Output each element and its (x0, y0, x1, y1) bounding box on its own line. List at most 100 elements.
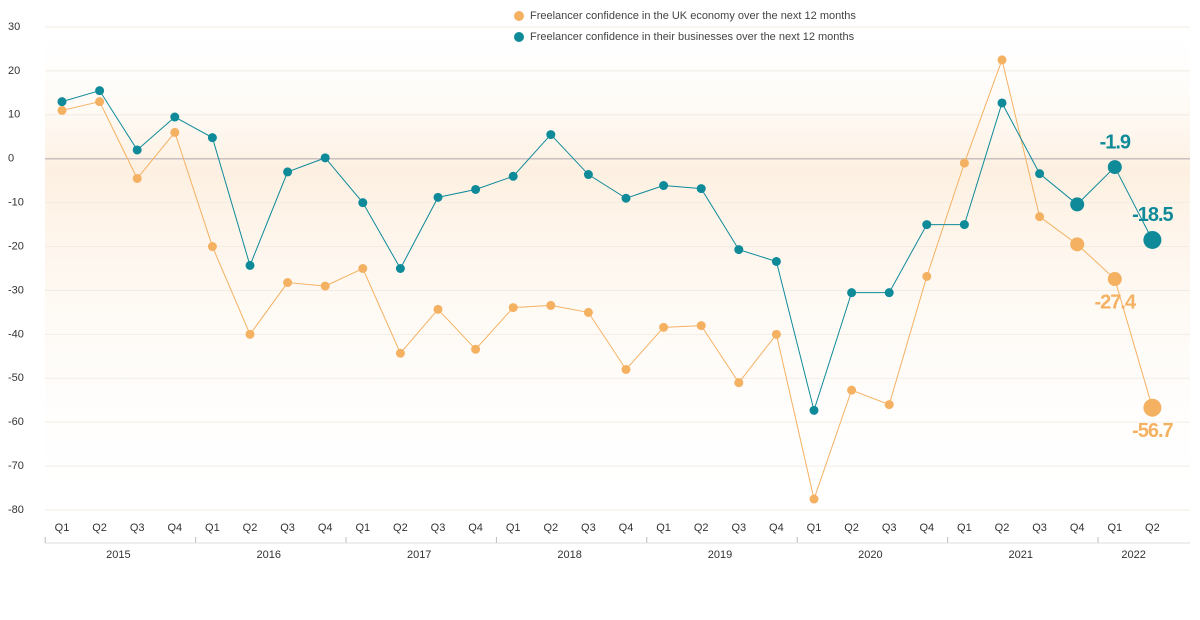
data-point (546, 130, 556, 140)
data-point (358, 264, 368, 273)
data-point (320, 281, 330, 291)
value-label: -18.5 (1132, 204, 1173, 226)
x-tick-label: Q2 (393, 522, 408, 534)
data-point (132, 145, 142, 155)
x-tick-label: Q2 (243, 522, 258, 534)
x-tick-label: Q2 (995, 522, 1010, 534)
data-point (809, 494, 819, 504)
x-tick-label: Q1 (1107, 522, 1122, 534)
data-point (997, 98, 1007, 108)
year-bracket (1097, 537, 1170, 544)
x-tick-label: Q1 (807, 522, 822, 534)
data-point (959, 158, 969, 168)
data-point (922, 271, 932, 281)
year-bracket (796, 537, 944, 544)
y-tick-label: -60 (8, 416, 24, 428)
series-line (61, 58, 1153, 501)
x-tick-label: Q1 (205, 522, 220, 534)
x-tick-label: Q3 (882, 522, 897, 534)
y-tick-label: -50 (8, 372, 24, 384)
data-point (245, 329, 255, 339)
year-bracket (947, 537, 1094, 544)
year-bracket (345, 537, 493, 544)
y-tick-label: -30 (8, 284, 24, 296)
year-label: 2019 (708, 549, 732, 561)
data-point (320, 153, 330, 163)
data-point (57, 97, 67, 107)
data-point (621, 364, 631, 374)
value-label: -1.9 (1100, 131, 1131, 153)
data-point (245, 260, 255, 270)
data-point (433, 304, 443, 314)
legend-marker (514, 32, 524, 42)
data-point (847, 385, 857, 395)
data-point (395, 348, 405, 358)
data-point (659, 322, 669, 332)
year-bracket (195, 537, 342, 544)
year-label: 2015 (106, 549, 130, 561)
x-tick-label: Q1 (355, 522, 370, 534)
x-tick-label: Q3 (130, 522, 145, 534)
year-label: 2018 (557, 549, 581, 561)
data-point (847, 288, 857, 298)
x-tick-label: Q3 (280, 522, 295, 534)
data-point (508, 171, 518, 181)
x-tick-label: Q2 (543, 522, 558, 534)
y-tick-label: -40 (8, 328, 24, 340)
year-label: 2017 (407, 549, 431, 561)
year-label: 2020 (858, 549, 882, 561)
y-tick-label: -10 (8, 197, 24, 209)
legend-label: Freelancer confidence in their businesse… (530, 31, 855, 43)
data-point (1070, 237, 1085, 252)
y-tick-label: -70 (8, 460, 24, 472)
data-point (1143, 398, 1162, 417)
x-tick-label: Q1 (506, 522, 521, 534)
data-point (884, 400, 894, 410)
x-tick-label: Q2 (1145, 522, 1160, 534)
x-tick-label: Q2 (92, 522, 107, 534)
data-point (621, 193, 631, 203)
x-tick-label: Q4 (468, 522, 483, 534)
x-tick-label: Q2 (844, 522, 859, 534)
series-line (61, 90, 1153, 413)
legend-marker (514, 11, 524, 21)
data-point (508, 303, 518, 313)
data-point (1035, 169, 1045, 179)
y-tick-label: -20 (8, 240, 24, 252)
x-tick-label: Q4 (919, 522, 934, 534)
year-label: 2016 (257, 549, 281, 561)
legend-label: Freelancer confidence in the UK economy … (530, 10, 856, 22)
data-point (1035, 212, 1045, 222)
x-tick-label: Q4 (167, 522, 182, 534)
data-point (170, 112, 180, 122)
data-point (734, 245, 744, 255)
x-tick-label: Q4 (619, 522, 634, 534)
data-point (471, 184, 481, 194)
x-tick-label: Q1 (957, 522, 972, 534)
data-point (734, 378, 744, 388)
data-point (809, 405, 819, 415)
x-tick-label: Q3 (431, 522, 446, 534)
data-point (696, 184, 706, 194)
data-point (358, 198, 368, 208)
data-point (170, 127, 180, 137)
data-point (1143, 230, 1162, 249)
data-point (696, 321, 706, 331)
data-point (207, 242, 217, 252)
data-point (771, 256, 781, 266)
data-point (583, 307, 593, 317)
data-point (997, 55, 1007, 65)
data-point (959, 220, 969, 230)
x-tick-label: Q3 (1032, 522, 1047, 534)
y-tick-label: -80 (8, 504, 24, 516)
data-point (132, 173, 142, 183)
y-tick-label: 10 (8, 109, 20, 121)
x-tick-label: Q4 (769, 522, 784, 534)
data-point (1107, 160, 1122, 175)
data-point (659, 181, 669, 191)
year-bracket (646, 537, 794, 544)
x-tick-label: Q2 (694, 522, 709, 534)
x-tick-label: Q4 (1070, 522, 1085, 534)
